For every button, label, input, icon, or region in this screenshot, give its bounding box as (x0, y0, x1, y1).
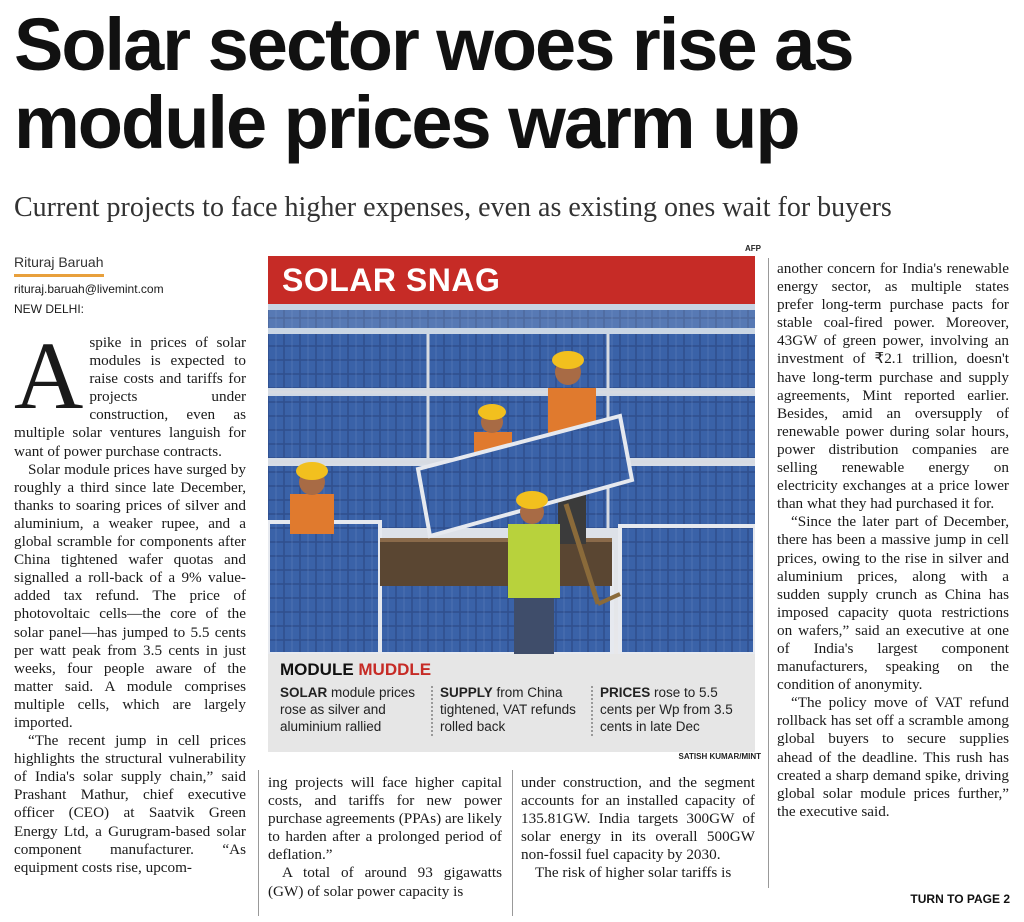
byline-email[interactable]: rituraj.baruah@livemint.com (14, 282, 164, 296)
graphic-credit: SATISH KUMAR/MINT (678, 752, 761, 761)
dateline: NEW DELHI: (14, 302, 85, 316)
paragraph: Solar module prices have surged by rough… (14, 460, 246, 731)
article-column-2: ing projects will face higher capital co… (268, 774, 502, 914)
article-column-1: A spike in prices of solar modules is ex… (14, 334, 246, 914)
caption-divider (591, 686, 593, 736)
caption-item: SOLAR module prices rose as silver and a… (280, 684, 428, 735)
caption-title-accent: MUDDLE (358, 660, 432, 679)
paragraph: ing projects will face higher capital co… (268, 774, 502, 864)
caption-panel: MODULE MUDDLE SOLAR module prices rose a… (268, 654, 755, 752)
photo-credit: AFP (745, 244, 761, 253)
paragraph: under construction, and the segment acco… (521, 774, 755, 864)
drop-cap: A (14, 334, 84, 429)
caption-title: MODULE MUDDLE (280, 660, 431, 680)
caption-item-text: from China tightened, VAT refunds rolled… (440, 685, 576, 734)
paragraph: “Since the later part of December, there… (777, 513, 1009, 694)
byline-rule (14, 274, 104, 277)
caption-item-lead: SOLAR (280, 685, 328, 700)
caption-item-text: module prices rose as silver and alumini… (280, 685, 416, 734)
byline-author: Rituraj Baruah (14, 254, 104, 270)
caption-item: PRICES rose to 5.5 cents per Wp from 3.5… (600, 684, 750, 735)
solar-panel-workers-photo (268, 304, 755, 654)
paragraph: The risk of higher solar tariffs is (535, 864, 732, 882)
paragraph: “The recent jump in cell prices highligh… (14, 732, 246, 876)
paragraph: A total of around 93 gigawatts (GW) of s… (268, 864, 502, 900)
photo-graphic: AFP SOLAR SNAG (262, 244, 761, 752)
paragraph: another concern for India's renewable en… (777, 260, 1009, 513)
caption-item-lead: PRICES (600, 685, 651, 700)
column-rule (768, 258, 769, 888)
caption-item: SUPPLY from China tightened, VAT refunds… (440, 684, 588, 735)
photo-frame: SOLAR SNAG (268, 256, 755, 752)
caption-divider (431, 686, 433, 736)
turn-to-page-link[interactable]: TURN TO PAGE 2 (910, 892, 1010, 906)
caption-item-text: rose to 5.5 cents per Wp from 3.5 cents … (600, 685, 733, 734)
column-rule (258, 770, 259, 916)
headline: Solar sector woes rise as module prices … (14, 3, 854, 164)
article-column-4: another concern for India's renewable en… (777, 260, 1009, 882)
caption-title-part: MODULE (280, 660, 359, 679)
caption-item-lead: SUPPLY (440, 685, 493, 700)
deck-subheadline: Current projects to face higher expenses… (14, 192, 892, 223)
article-column-3: under construction, and the segment acco… (521, 774, 755, 914)
paragraph: spike in prices of solar modules is expe… (14, 334, 246, 460)
banner: SOLAR SNAG (268, 256, 755, 304)
column-rule (512, 770, 513, 916)
paragraph: “The policy move of VAT refund rollback … (777, 694, 1009, 820)
banner-title: SOLAR SNAG (282, 262, 501, 298)
